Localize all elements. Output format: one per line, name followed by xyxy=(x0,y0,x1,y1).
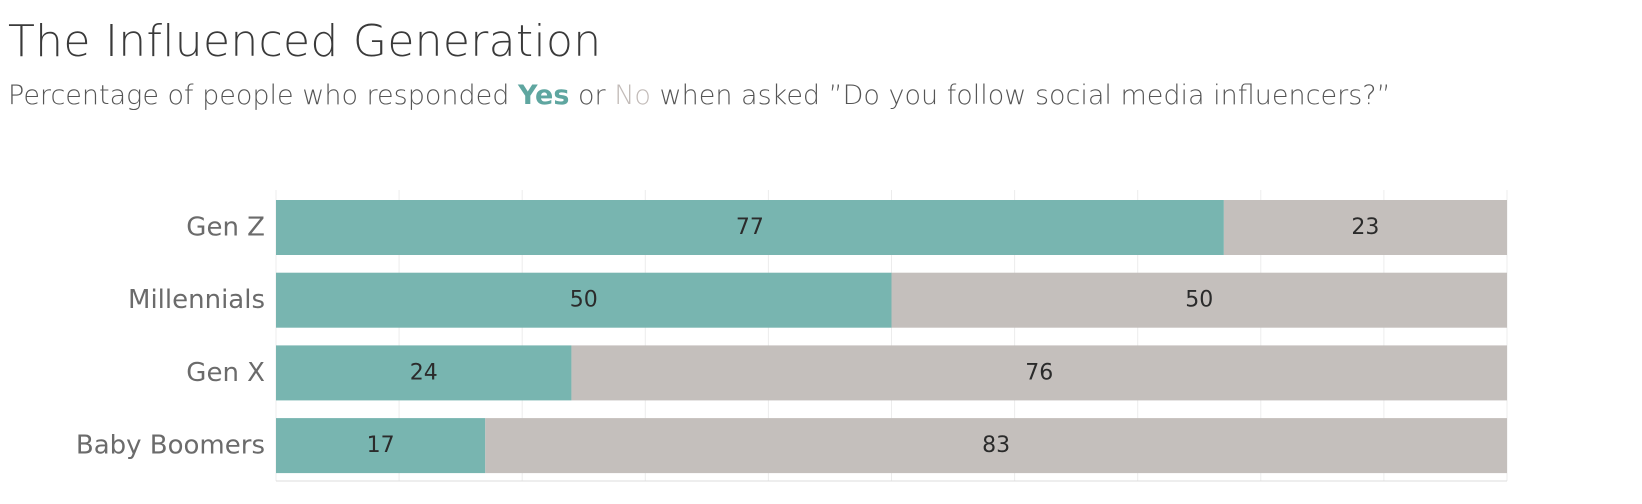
category-label: Millennials xyxy=(128,285,265,315)
subtitle-text-middle: or xyxy=(569,80,615,111)
bar-yes xyxy=(276,200,1224,255)
bar-no xyxy=(485,418,1507,474)
data-label-yes: 24 xyxy=(410,360,438,385)
data-label-yes: 17 xyxy=(367,433,395,458)
chart-subtitle: Percentage of people who responded Yes o… xyxy=(8,80,1391,111)
data-label-no: 83 xyxy=(982,433,1010,458)
category-label: Baby Boomers xyxy=(76,431,265,461)
bar-no xyxy=(891,272,1507,328)
data-label-no: 50 xyxy=(1185,288,1213,313)
legend-yes-label: Yes xyxy=(517,80,570,111)
category-label: Gen Z xyxy=(186,213,265,243)
bar-no xyxy=(1223,200,1507,255)
data-label-yes: 77 xyxy=(736,215,764,240)
data-label-yes: 50 xyxy=(570,288,598,313)
legend-no-label: No xyxy=(614,80,651,111)
bar-no xyxy=(571,345,1507,401)
bar-yes xyxy=(276,418,486,474)
subtitle-text-end: when asked ”Do you follow social media i… xyxy=(650,80,1391,111)
category-label: Gen X xyxy=(186,358,265,388)
chart-title: The Influenced Generation xyxy=(8,16,602,67)
data-label-no: 76 xyxy=(1025,360,1053,385)
subtitle-text-start: Percentage of people who responded xyxy=(8,80,518,111)
bar-yes xyxy=(276,272,892,328)
data-label-no: 23 xyxy=(1351,215,1379,240)
bar-yes xyxy=(276,345,572,401)
